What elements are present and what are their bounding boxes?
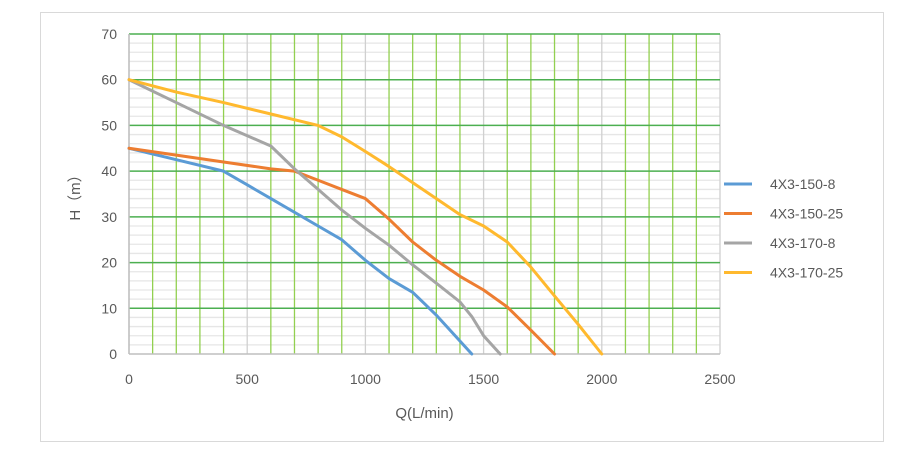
series-line-4X3-170-25: [127, 78, 604, 356]
x-tick-label: 500: [236, 371, 260, 387]
series-line-4X3-150-8: [127, 146, 474, 356]
legend-label: 4X3-150-8: [770, 176, 836, 192]
x-tick-label: 2500: [704, 371, 735, 387]
legend-label: 4X3-170-8: [770, 235, 836, 251]
series-line-4X3-150-25: [127, 146, 557, 356]
y-tick-label: 30: [101, 209, 117, 225]
y-axis-label: H（m）: [67, 167, 84, 220]
legend-label: 4X3-150-25: [770, 206, 843, 222]
x-tick-label: 2000: [586, 371, 617, 387]
y-tick-label: 40: [101, 163, 117, 179]
y-tick-label: 20: [101, 255, 117, 271]
chart-frame: [40, 12, 884, 442]
y-tick-label: 0: [109, 346, 117, 362]
x-tick-label: 1000: [350, 371, 381, 387]
y-tick-label: 10: [101, 300, 117, 316]
y-tick-label: 60: [101, 72, 117, 88]
x-tick-label: 0: [125, 371, 133, 387]
y-tick-label: 50: [101, 117, 117, 133]
series-line-4X3-170-8: [127, 78, 502, 356]
x-axis-label: Q(L/min): [395, 405, 453, 422]
legend-label: 4X3-170-25: [770, 265, 843, 281]
x-tick-label: 1500: [468, 371, 499, 387]
y-tick-label: 70: [101, 26, 117, 42]
